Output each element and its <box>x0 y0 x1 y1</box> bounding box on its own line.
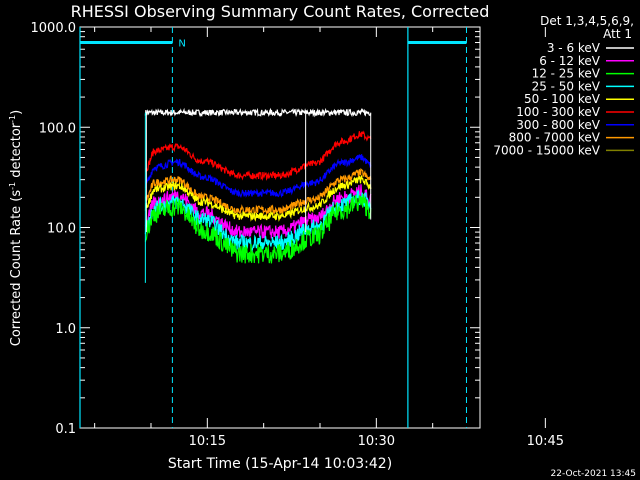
y-tick-label: 1.0 <box>55 322 76 337</box>
series-line <box>144 190 372 253</box>
legend-label: 12 - 25 keV <box>532 67 601 81</box>
legend-label: 3 - 6 keV <box>547 41 601 55</box>
x-tick-label: 10:30 <box>358 434 395 449</box>
y-tick-label: 1000.0 <box>31 21 77 36</box>
x-tick-label: 10:15 <box>189 434 226 449</box>
night-label: N <box>178 39 185 50</box>
footer-date: 22-Oct-2021 13:45 <box>551 469 636 479</box>
legend-header-line-1: Det 1,3,4,5,6,9, <box>540 14 634 28</box>
series-line <box>144 154 372 198</box>
series-line <box>144 107 372 118</box>
x-tick-label: 10:45 <box>527 434 564 449</box>
legend-label: 6 - 12 keV <box>539 54 601 68</box>
legend-label: 300 - 800 keV <box>516 118 600 132</box>
series-line <box>144 167 372 216</box>
y-tick-label: 0.1 <box>55 422 76 437</box>
chart-title: RHESSI Observing Summary Count Rates, Co… <box>71 2 490 21</box>
x-axis-label: Start Time (15-Apr-14 10:03:42) <box>168 456 392 472</box>
legend-header-line-2: Att 1 <box>603 27 632 41</box>
legend-label: 7000 - 15000 keV <box>493 143 600 157</box>
plot-area: 0.11.010.0100.01000.010:1510:3010:4511:0… <box>31 21 565 449</box>
legend-label: 800 - 7000 keV <box>509 131 601 145</box>
series-line <box>144 174 372 222</box>
legend-label: 25 - 50 keV <box>532 79 601 93</box>
y-axis-label: Corrected Count Rate (s-1 detector-1) <box>8 110 24 346</box>
series-line <box>144 193 372 264</box>
y-tick-label: 10.0 <box>47 222 76 237</box>
legend-label: 100 - 300 keV <box>516 105 600 119</box>
y-tick-label: 100.0 <box>39 121 76 136</box>
series-line <box>144 130 372 181</box>
legend-label: 50 - 100 keV <box>524 92 601 106</box>
